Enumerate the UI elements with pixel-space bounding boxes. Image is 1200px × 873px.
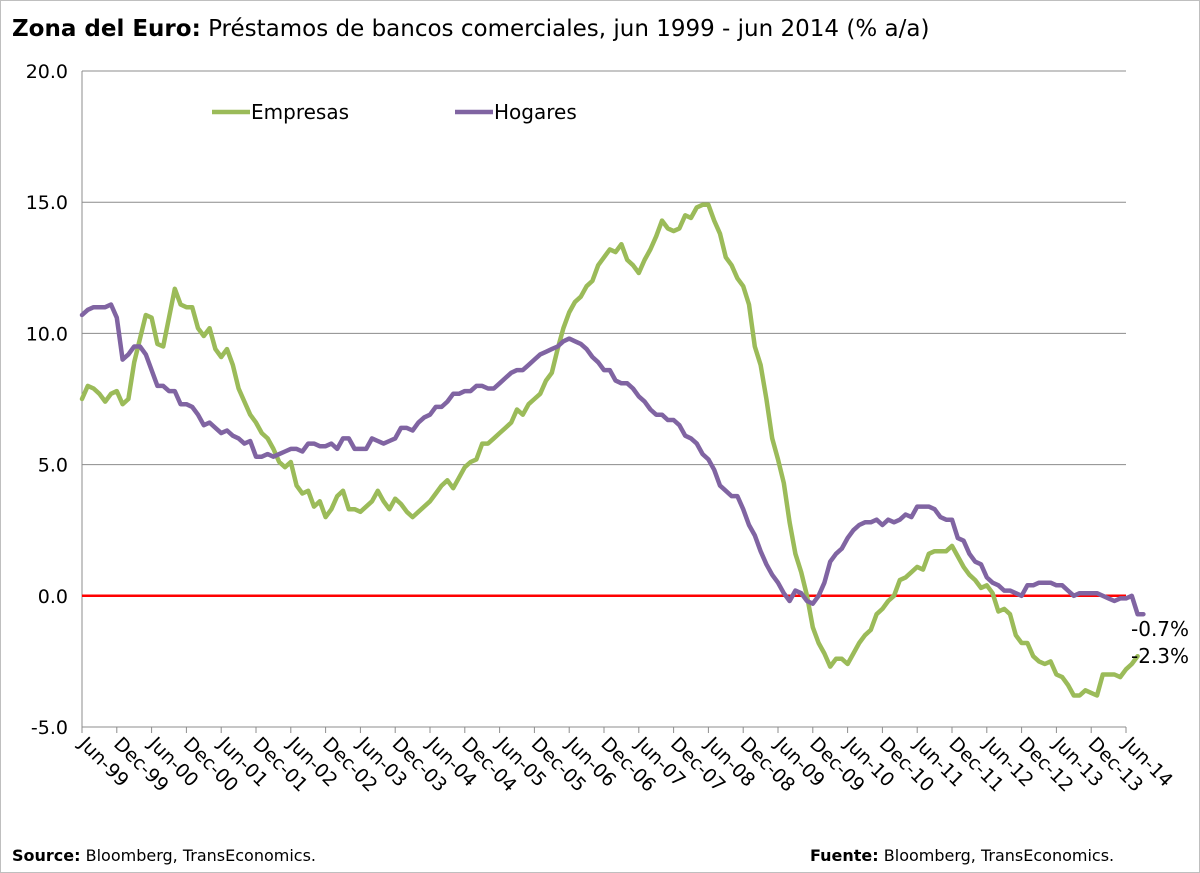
- footer-fuente-text: Bloomberg, TransEconomics.: [883, 846, 1115, 865]
- footer-fuente-label: Fuente:: [810, 846, 879, 865]
- end-label-hogares: -0.7%: [1131, 617, 1189, 641]
- series-lines: [79, 202, 1146, 698]
- x-tick-labels: Jun-99Dec-99Jun-00Dec-00Jun-01Dec-01Jun-…: [74, 732, 1177, 796]
- legend-label-hogares: Hogares: [494, 100, 577, 124]
- chart-title-bold: Zona del Euro:: [12, 16, 201, 42]
- y-tick-label: -5.0: [31, 717, 68, 739]
- chart-title: Zona del Euro: Préstamos de bancos comer…: [12, 16, 929, 42]
- end-labels: -2.3% -0.7%: [1131, 617, 1189, 668]
- series-line-hogares: [79, 302, 1146, 617]
- y-tick-label: 10.0: [26, 323, 68, 345]
- legend: Empresas Hogares: [212, 100, 577, 124]
- legend-label-empresas: Empresas: [251, 100, 349, 124]
- footer-fuente: Fuente: Bloomberg, TransEconomics.: [810, 846, 1114, 865]
- footer-source: Source: Bloomberg, TransEconomics.: [12, 846, 316, 865]
- grid-lines: [82, 70, 1126, 728]
- footer-source-text: Bloomberg, TransEconomics.: [85, 846, 316, 865]
- y-tick-labels: 20.0 15.0 10.0 5.0 0.0 -5.0: [26, 61, 68, 739]
- footer-source-label: Source:: [12, 846, 81, 865]
- y-tick-label: 20.0: [26, 61, 68, 83]
- axes: [81, 71, 1127, 733]
- y-tick-label: 0.0: [38, 586, 68, 608]
- chart-title-rest: Préstamos de bancos comerciales, jun 199…: [208, 16, 930, 42]
- y-tick-label: 5.0: [38, 455, 68, 477]
- series-line-empresas: [79, 202, 1140, 698]
- y-tick-label: 15.0: [26, 192, 68, 214]
- end-label-empresas: -2.3%: [1131, 644, 1189, 668]
